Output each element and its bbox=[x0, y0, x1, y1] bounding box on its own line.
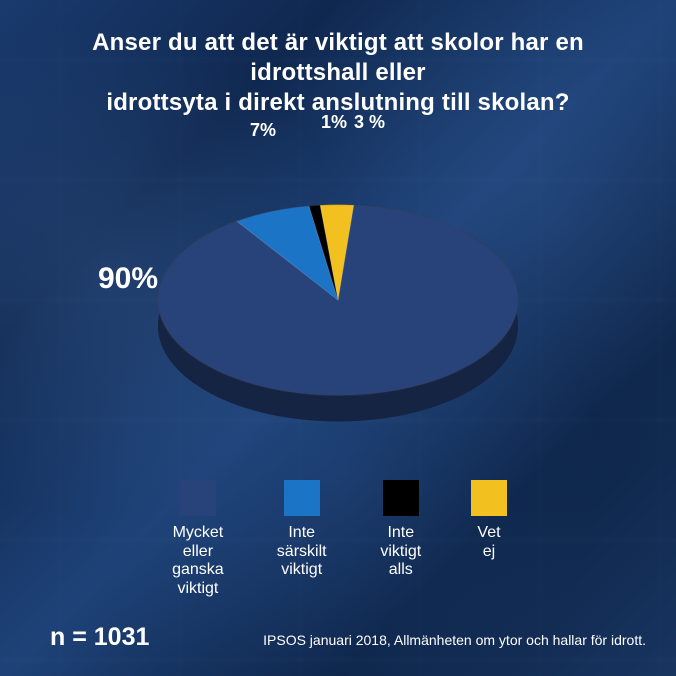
legend-swatch bbox=[284, 480, 320, 516]
chart-title: Anser du att det är viktigt att skolor h… bbox=[0, 28, 676, 118]
source-citation: IPSOS januari 2018, Allmänheten om ytor … bbox=[263, 632, 646, 648]
pie-chart: 90%7%1%3 % bbox=[138, 140, 538, 470]
legend-swatch bbox=[471, 480, 507, 516]
title-line-1: Anser du att det är viktigt att skolor h… bbox=[92, 29, 584, 86]
legend-item: Mycket eller ganska viktigt bbox=[169, 480, 227, 598]
legend: Mycket eller ganska viktigt Inte särskilt… bbox=[169, 480, 507, 598]
legend-swatch bbox=[383, 480, 419, 516]
legend-label: Inte viktigt alls bbox=[377, 524, 425, 579]
slice-value-label: 90% bbox=[98, 262, 158, 296]
legend-item: Inte viktigt alls bbox=[377, 480, 425, 579]
legend-label: Mycket eller ganska viktigt bbox=[169, 524, 227, 598]
legend-item: Vet ej bbox=[471, 480, 507, 561]
legend-label: Vet ej bbox=[471, 524, 507, 561]
slice-value-label: 1% bbox=[321, 112, 347, 133]
infographic: Anser du att det är viktigt att skolor h… bbox=[0, 0, 676, 676]
pie-svg bbox=[138, 140, 538, 470]
sample-size: n = 1031 bbox=[50, 623, 149, 652]
slice-value-label: 7% bbox=[250, 120, 276, 141]
legend-item: Inte särskilt viktigt bbox=[273, 480, 331, 579]
slice-value-label: 3 % bbox=[354, 112, 385, 133]
legend-label: Inte särskilt viktigt bbox=[273, 524, 331, 579]
legend-swatch bbox=[180, 480, 216, 516]
